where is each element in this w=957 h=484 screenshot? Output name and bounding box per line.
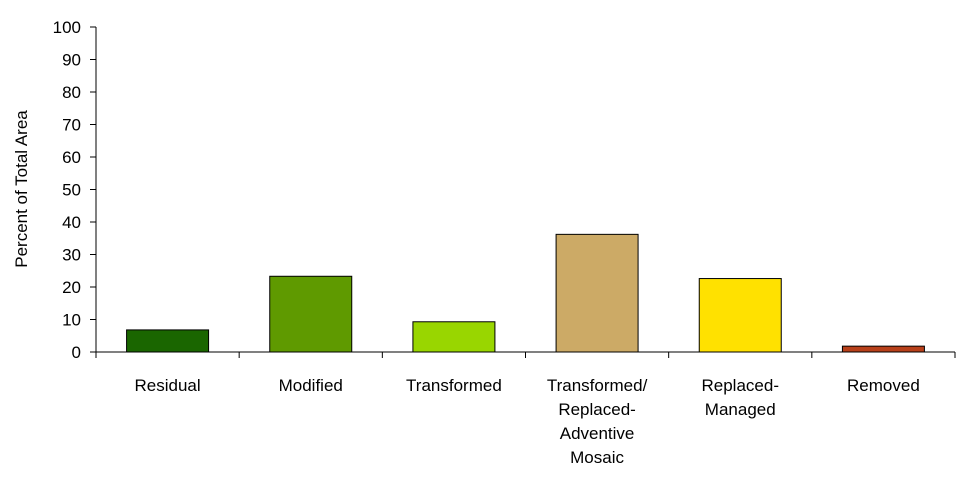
y-tick-label: 70 <box>62 116 81 135</box>
x-axis-category-labels: Residual Modified Transformed Transformed/R… <box>135 376 920 467</box>
x-category-label-line: Managed <box>705 400 776 419</box>
x-category-label: Modified <box>279 376 343 395</box>
bar <box>698 278 782 353</box>
y-tick-label: 0 <box>72 343 81 362</box>
x-axis-ticks <box>95 352 956 358</box>
x-category-label-line: Transformed <box>406 376 502 395</box>
y-tick-label: 10 <box>62 311 81 330</box>
x-category-label-line: Adventive <box>560 424 635 443</box>
x-category-label-line: Replaced- <box>558 400 636 419</box>
x-category-label-line: Mosaic <box>570 448 624 467</box>
y-tick-label: 20 <box>62 278 81 297</box>
y-axis-ticks: 0 10 20 30 40 50 60 70 80 90 100 <box>53 18 96 362</box>
y-tick-label: 60 <box>62 148 81 167</box>
y-tick-label: 40 <box>62 213 81 232</box>
x-category-label-line: Removed <box>847 376 920 395</box>
x-category-label: Removed <box>847 376 920 395</box>
x-category-label: Residual <box>135 376 201 395</box>
x-category-label-line: Transformed/ <box>547 376 648 395</box>
bar <box>126 329 210 353</box>
bars <box>126 233 925 353</box>
y-tick-label: 80 <box>62 83 81 102</box>
y-tick-label: 100 <box>53 18 81 37</box>
x-category-label-line: Residual <box>135 376 201 395</box>
y-axis-title: Percent of Total Area <box>12 110 31 268</box>
x-category-label: Transformed/Replaced- Adventive Mosaic <box>547 376 648 467</box>
y-tick-label: 50 <box>62 181 81 200</box>
x-category-label: Replaced- Managed <box>702 376 780 419</box>
x-category-label-line: Modified <box>279 376 343 395</box>
bar <box>269 275 353 353</box>
bar <box>412 321 496 353</box>
y-tick-label: 90 <box>62 51 81 70</box>
y-tick-label: 30 <box>62 246 81 265</box>
x-category-label-line: Replaced- <box>702 376 780 395</box>
bar <box>555 233 639 353</box>
bar <box>841 345 925 353</box>
x-category-label: Transformed <box>406 376 502 395</box>
